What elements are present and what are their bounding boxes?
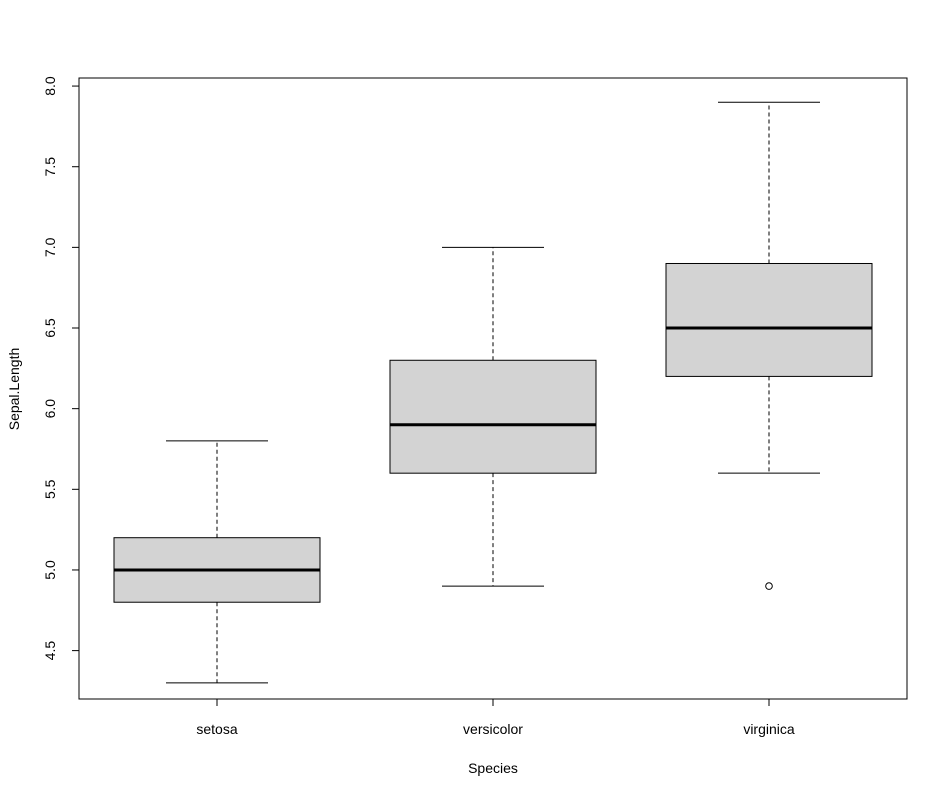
y-tick-label: 5.5 [42, 479, 58, 499]
y-tick-label: 6.0 [42, 399, 58, 419]
x-axis: setosa versicolor virginica [196, 698, 795, 737]
box-setosa [113, 440, 321, 684]
box-versicolor [389, 246, 597, 587]
x-tick-label-virginica: virginica [743, 721, 795, 737]
y-axis: 4.5 5.0 5.5 6.0 6.5 7.0 7.5 8.0 [42, 76, 80, 661]
y-tick-label: 7.0 [42, 237, 58, 257]
y-tick-label: 5.0 [42, 560, 58, 580]
outlier-point [765, 582, 773, 590]
box-iqr [389, 359, 597, 474]
box-virginica [665, 101, 873, 590]
y-axis-label: Sepal.Length [6, 348, 22, 431]
y-tick-label: 7.5 [42, 157, 58, 177]
x-tick-label-setosa: setosa [196, 721, 237, 737]
y-tick-label: 8.0 [42, 76, 58, 96]
boxes-group [113, 101, 873, 684]
x-axis-label: Species [468, 760, 518, 776]
y-tick-label: 4.5 [42, 641, 58, 661]
box-iqr [665, 262, 873, 377]
y-tick-label: 6.5 [42, 318, 58, 338]
x-tick-label-versicolor: versicolor [463, 721, 523, 737]
